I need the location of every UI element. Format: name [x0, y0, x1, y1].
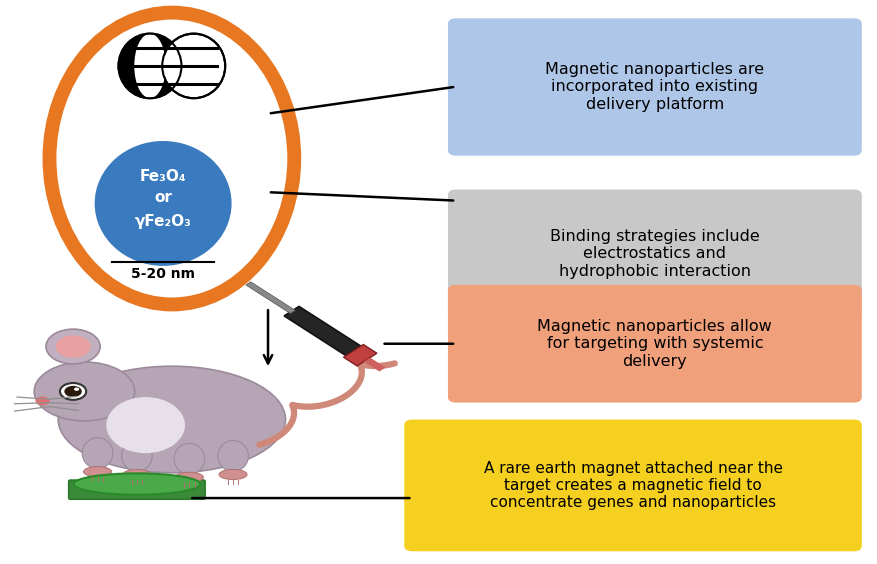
- Ellipse shape: [34, 362, 135, 421]
- Ellipse shape: [134, 34, 166, 98]
- Ellipse shape: [96, 142, 231, 265]
- Text: Fe₃O₄: Fe₃O₄: [139, 169, 187, 184]
- FancyBboxPatch shape: [449, 19, 860, 155]
- Ellipse shape: [82, 438, 113, 469]
- Bar: [344, 345, 377, 366]
- Ellipse shape: [175, 472, 203, 482]
- Bar: [364, 358, 386, 372]
- Text: or: or: [154, 190, 172, 205]
- FancyBboxPatch shape: [449, 286, 860, 402]
- Circle shape: [60, 383, 86, 400]
- Circle shape: [64, 386, 82, 397]
- Text: A rare earth magnet attached near the
target creates a magnetic field to
concent: A rare earth magnet attached near the ta…: [483, 461, 782, 510]
- Text: γFe₂O₃: γFe₂O₃: [135, 214, 191, 229]
- Circle shape: [35, 396, 49, 406]
- Ellipse shape: [49, 12, 295, 305]
- FancyBboxPatch shape: [449, 191, 860, 318]
- Ellipse shape: [123, 469, 151, 479]
- Text: Magnetic nanoparticles are
incorporated into existing
delivery platform: Magnetic nanoparticles are incorporated …: [545, 62, 765, 112]
- Ellipse shape: [74, 473, 200, 495]
- Text: Binding strategies include
electrostatics and
hydrophobic interaction: Binding strategies include electrostatic…: [550, 229, 759, 279]
- Ellipse shape: [217, 440, 248, 472]
- Ellipse shape: [58, 366, 286, 473]
- Ellipse shape: [162, 34, 225, 98]
- Ellipse shape: [219, 469, 247, 479]
- Bar: [246, 282, 296, 314]
- Text: 5-20 nm: 5-20 nm: [132, 267, 195, 280]
- Text: Magnetic nanoparticles allow
for targeting with systemic
delivery: Magnetic nanoparticles allow for targeti…: [538, 319, 773, 369]
- FancyBboxPatch shape: [68, 480, 205, 499]
- Ellipse shape: [46, 329, 100, 364]
- Ellipse shape: [118, 34, 182, 98]
- Ellipse shape: [174, 443, 204, 474]
- Ellipse shape: [122, 440, 153, 472]
- FancyBboxPatch shape: [405, 421, 860, 550]
- Ellipse shape: [55, 336, 90, 358]
- Ellipse shape: [83, 466, 111, 477]
- Circle shape: [74, 387, 79, 391]
- Bar: [284, 306, 360, 356]
- Ellipse shape: [106, 397, 185, 453]
